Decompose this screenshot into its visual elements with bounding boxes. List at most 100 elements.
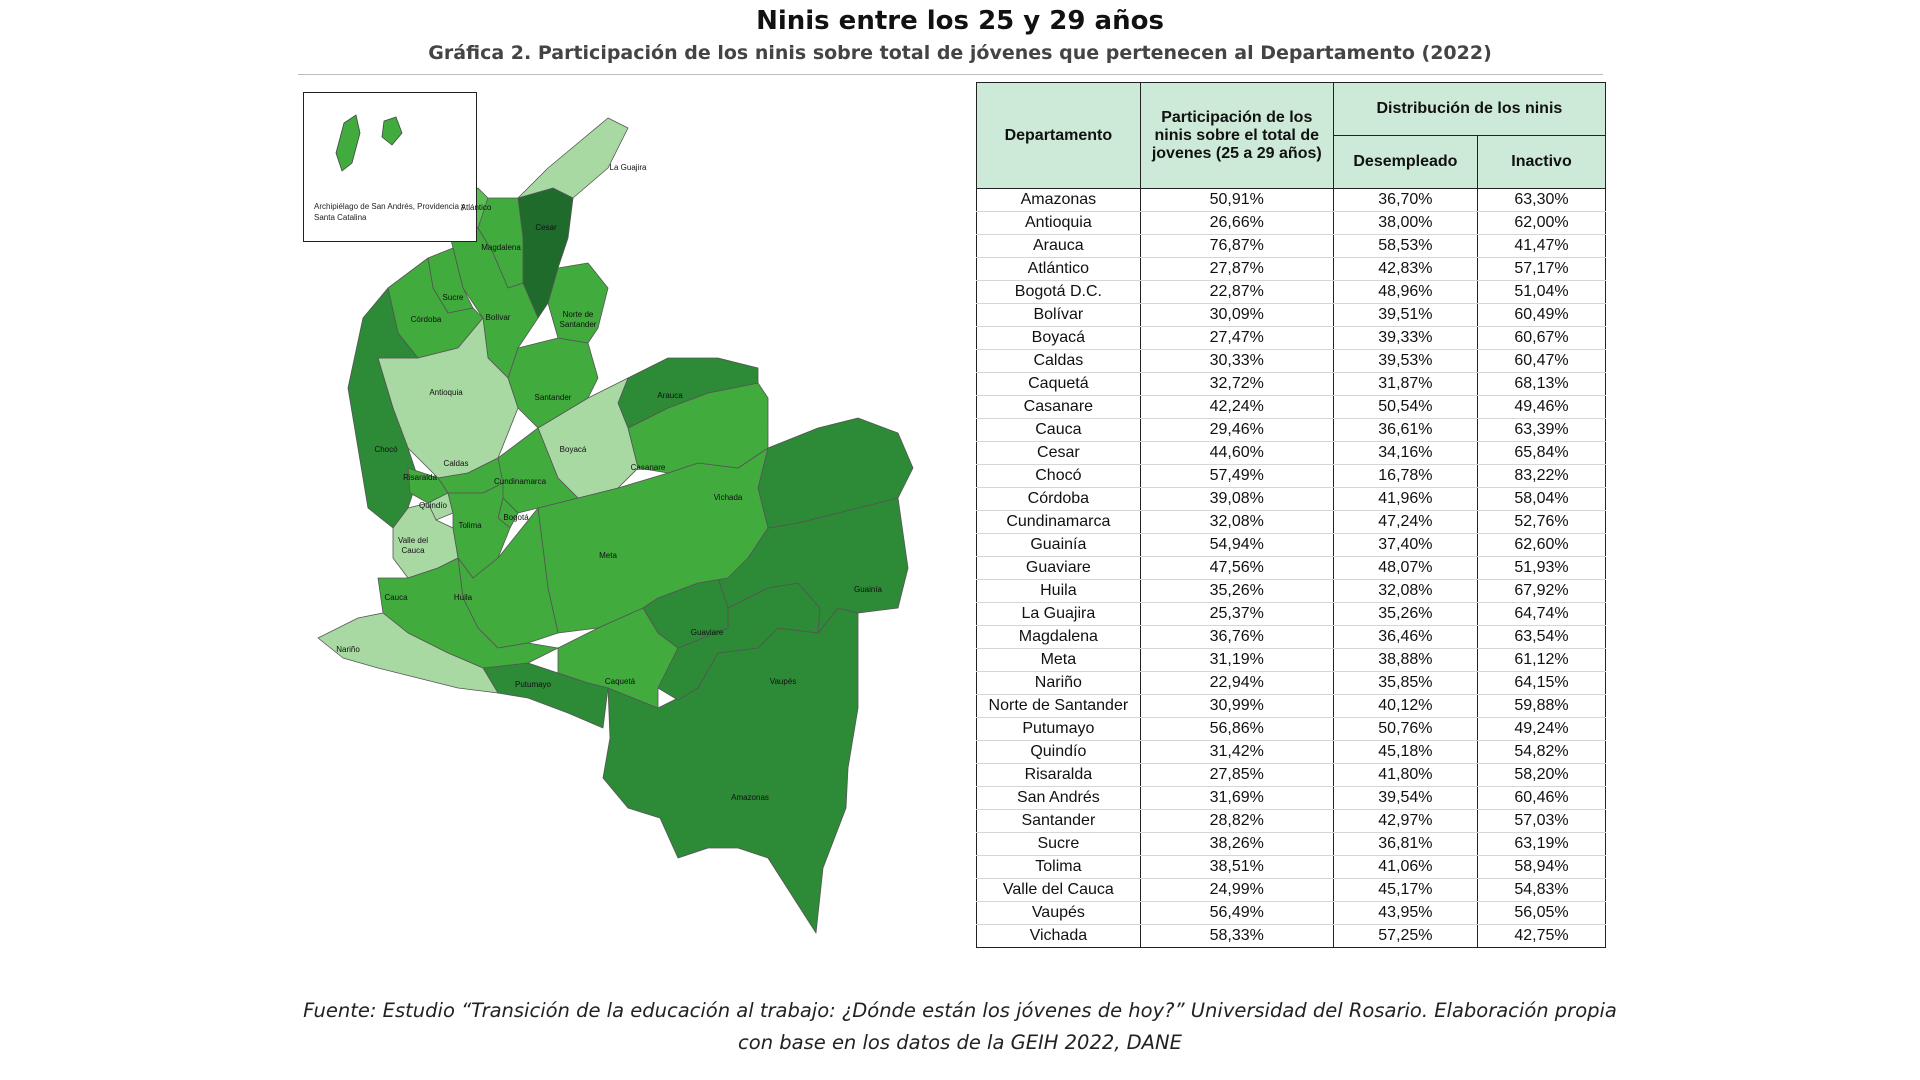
cell-desempleado: 57,25%	[1332, 924, 1479, 948]
cell-participacion: 58,33%	[1139, 924, 1334, 948]
label-cordoba: Córdoba	[410, 315, 442, 324]
label-huila: Huila	[453, 593, 473, 602]
table-row: Bolívar 30,09% 39,51% 60,49%	[976, 303, 1606, 327]
cell-departamento: Tolima	[976, 855, 1141, 879]
cell-departamento: Meta	[976, 648, 1141, 672]
cell-inactivo: 63,39%	[1477, 418, 1606, 442]
cell-departamento: Bogotá D.C.	[976, 280, 1141, 304]
cell-desempleado: 43,95%	[1332, 901, 1479, 925]
cell-desempleado: 42,83%	[1332, 257, 1479, 281]
cell-desempleado: 37,40%	[1332, 533, 1479, 557]
region-narino	[317, 612, 499, 694]
cell-inactivo: 57,03%	[1477, 809, 1606, 833]
label-norte-santander: Norte de Santander	[559, 310, 597, 329]
cell-participacion: 38,26%	[1139, 832, 1334, 856]
table-row: Boyacá 27,47% 39,33% 60,67%	[976, 326, 1606, 350]
cell-inactivo: 60,67%	[1477, 326, 1606, 350]
table-row: Chocó 57,49% 16,78% 83,22%	[976, 464, 1606, 488]
cell-desempleado: 38,00%	[1332, 211, 1479, 235]
table-row: Cundinamarca 32,08% 47,24% 52,76%	[976, 510, 1606, 534]
label-antioquia: Antioquia	[429, 388, 463, 397]
cell-desempleado: 35,85%	[1332, 671, 1479, 695]
cell-inactivo: 58,94%	[1477, 855, 1606, 879]
label-cundinamarca: Cundinamarca	[493, 477, 547, 486]
cell-desempleado: 58,53%	[1332, 234, 1479, 258]
region-la-guajira	[517, 117, 629, 199]
label-amazonas: Amazonas	[731, 793, 769, 802]
cell-participacion: 31,69%	[1139, 786, 1334, 810]
cell-departamento: Santander	[976, 809, 1141, 833]
cell-participacion: 56,86%	[1139, 717, 1334, 741]
cell-inactivo: 68,13%	[1477, 372, 1606, 396]
cell-desempleado: 41,96%	[1332, 487, 1479, 511]
cell-participacion: 31,42%	[1139, 740, 1334, 764]
ninis-table: Departamento Participación de los ninis …	[976, 82, 1607, 948]
cell-departamento: Putumayo	[976, 717, 1141, 741]
region-norte-santander	[547, 262, 609, 344]
cell-desempleado: 36,70%	[1332, 188, 1479, 212]
cell-participacion: 22,87%	[1139, 280, 1334, 304]
cell-departamento: Guainía	[976, 533, 1141, 557]
cell-inactivo: 61,12%	[1477, 648, 1606, 672]
cell-departamento: Risaralda	[976, 763, 1141, 787]
table-row: Sucre 38,26% 36,81% 63,19%	[976, 832, 1606, 856]
cell-desempleado: 48,07%	[1332, 556, 1479, 580]
region-putumayo	[482, 662, 609, 729]
region-choco	[347, 287, 419, 529]
cell-departamento: Cundinamarca	[976, 510, 1141, 534]
cell-inactivo: 57,17%	[1477, 257, 1606, 281]
label-boyaca: Boyacá	[559, 445, 587, 454]
cell-inactivo: 52,76%	[1477, 510, 1606, 534]
cell-departamento: Magdalena	[976, 625, 1141, 649]
table-row: Cauca 29,46% 36,61% 63,39%	[976, 418, 1606, 442]
label-atlantico: Atlántico	[460, 203, 492, 212]
cell-departamento: Huila	[976, 579, 1141, 603]
cell-inactivo: 64,74%	[1477, 602, 1606, 626]
cell-desempleado: 32,08%	[1332, 579, 1479, 603]
table-row: Guainía 54,94% 37,40% 62,60%	[976, 533, 1606, 557]
table-row: Bogotá D.C. 22,87% 48,96% 51,04%	[976, 280, 1606, 304]
header-departamento: Departamento	[976, 82, 1141, 189]
cell-participacion: 47,56%	[1139, 556, 1334, 580]
table-row: Caldas 30,33% 39,53% 60,47%	[976, 349, 1606, 373]
table-row: Caquetá 32,72% 31,87% 68,13%	[976, 372, 1606, 396]
cell-participacion: 76,87%	[1139, 234, 1334, 258]
cell-departamento: Bolívar	[976, 303, 1141, 327]
title-divider	[298, 74, 1603, 75]
cell-departamento: Atlántico	[976, 257, 1141, 281]
table-row: Vichada 58,33% 57,25% 42,75%	[976, 924, 1606, 948]
cell-departamento: Antioquia	[976, 211, 1141, 235]
table-row: San Andrés 31,69% 39,54% 60,46%	[976, 786, 1606, 810]
table-row: Tolima 38,51% 41,06% 58,94%	[976, 855, 1606, 879]
cell-departamento: Casanare	[976, 395, 1141, 419]
cell-desempleado: 45,17%	[1332, 878, 1479, 902]
cell-inactivo: 60,49%	[1477, 303, 1606, 327]
cell-participacion: 35,26%	[1139, 579, 1334, 603]
cell-departamento: Caquetá	[976, 372, 1141, 396]
table-row: Córdoba 39,08% 41,96% 58,04%	[976, 487, 1606, 511]
table-row: Meta 31,19% 38,88% 61,12%	[976, 648, 1606, 672]
cell-desempleado: 36,81%	[1332, 832, 1479, 856]
cell-desempleado: 39,54%	[1332, 786, 1479, 810]
cell-desempleado: 48,96%	[1332, 280, 1479, 304]
cell-desempleado: 36,46%	[1332, 625, 1479, 649]
cell-desempleado: 50,54%	[1332, 395, 1479, 419]
cell-desempleado: 16,78%	[1332, 464, 1479, 488]
label-narino: Nariño	[336, 645, 360, 654]
table-row: Valle del Cauca 24,99% 45,17% 54,83%	[976, 878, 1606, 902]
cell-participacion: 44,60%	[1139, 441, 1334, 465]
table-row: Arauca 76,87% 58,53% 41,47%	[976, 234, 1606, 258]
label-guaviare: Guaviare	[690, 628, 724, 637]
label-la-guajira: La Guajira	[609, 163, 647, 172]
cell-inactivo: 62,60%	[1477, 533, 1606, 557]
header-participacion: Participación de los ninis sobre el tota…	[1139, 82, 1334, 189]
cell-participacion: 27,85%	[1139, 763, 1334, 787]
cell-participacion: 28,82%	[1139, 809, 1334, 833]
cell-inactivo: 64,15%	[1477, 671, 1606, 695]
cell-desempleado: 39,51%	[1332, 303, 1479, 327]
label-valle: Valle del Cauca	[397, 536, 429, 555]
cell-desempleado: 35,26%	[1332, 602, 1479, 626]
table-row: Vaupés 56,49% 43,95% 56,05%	[976, 901, 1606, 925]
label-caldas: Caldas	[443, 459, 469, 468]
colombia-map: Archipiélago de San Andrés, Providencia …	[298, 88, 978, 948]
